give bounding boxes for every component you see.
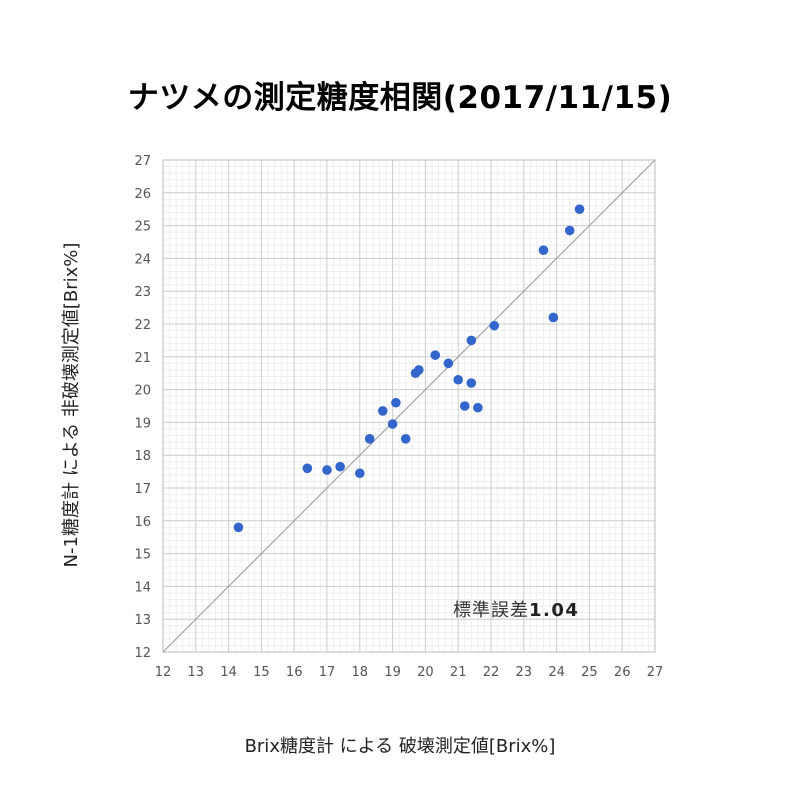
data-point [466,378,477,388]
y-tick-label: 22 [134,318,151,333]
x-tick-labels: 12 13 14 15 16 17 18 19 20 21 22 23 24 25 26 27 [155,665,664,680]
standard-error-value: 1.04 [529,600,580,621]
data-point [322,465,332,475]
y-tick-label: 27 [134,154,151,169]
data-point [564,225,575,236]
data-point [430,350,441,360]
data-point [574,204,585,214]
plot-frame [162,159,656,653]
data-point [473,402,483,413]
data-points [233,204,585,533]
y-tick-label: 24 [134,252,151,267]
y-tick-label: 19 [134,416,151,431]
y-tick-label: 12 [134,646,151,661]
x-tick-label: 16 [286,665,303,680]
x-tick-label: 25 [581,665,598,680]
x-tick-label: 21 [450,665,467,680]
y-tick-label: 15 [134,548,151,563]
y-tick-label: 25 [134,220,151,235]
y-tick-labels: 12 13 14 15 16 17 18 19 20 21 22 23 24 25 26 27 [134,154,151,661]
data-point [414,365,424,375]
data-point [364,434,375,444]
data-point [355,468,365,479]
data-point [233,522,244,533]
reference-line [162,159,656,653]
data-point [387,419,398,429]
y-tick-label: 23 [134,285,151,300]
x-tick-label: 23 [516,665,533,680]
data-point [489,320,500,331]
standard-error-label: 標準誤差 [453,600,529,621]
y-tick-label: 26 [134,187,151,202]
y-tick-label: 17 [134,482,151,497]
y-tick-label: 16 [134,515,151,530]
y-tick-label: 13 [134,613,151,628]
x-tick-label: 12 [155,665,172,680]
data-point [391,397,401,408]
y-tick-label: 14 [134,580,151,595]
data-point [443,358,454,369]
x-tick-label: 22 [483,665,500,680]
x-tick-label: 26 [614,665,631,680]
plot-border [162,159,656,653]
x-tick-label: 18 [352,665,369,680]
x-tick-label: 17 [319,665,336,680]
y-tick-label: 21 [134,351,151,366]
data-point [466,335,477,346]
data-point [377,406,388,416]
chart-title: ナツメの測定糖度相関(2017/11/15) [127,80,673,116]
y-tick-label: 20 [134,384,151,399]
x-tick-label: 14 [220,665,237,680]
x-tick-label: 20 [417,665,434,680]
data-point [453,374,464,385]
data-point [400,434,411,444]
data-point [335,461,345,472]
y-axis-label: N-1糖度計 による 非破壊測定値[Brix%] [61,242,82,568]
standard-error-annotation: 標準誤差1.04 [453,596,579,622]
x-tick-label: 19 [384,665,401,680]
x-tick-label: 27 [647,665,664,680]
y-tick-label: 18 [134,449,151,464]
data-point [538,245,549,255]
x-axis-label: Brix糖度計 による 破壊測定値[Brix%] [244,736,556,757]
data-point [548,312,559,323]
minor-gridlines [163,160,655,652]
diagonal-line [162,159,656,653]
x-tick-label: 24 [548,665,565,680]
x-tick-label: 13 [188,665,205,680]
data-point [302,463,313,474]
data-point [459,401,470,411]
x-tick-label: 15 [253,665,270,680]
